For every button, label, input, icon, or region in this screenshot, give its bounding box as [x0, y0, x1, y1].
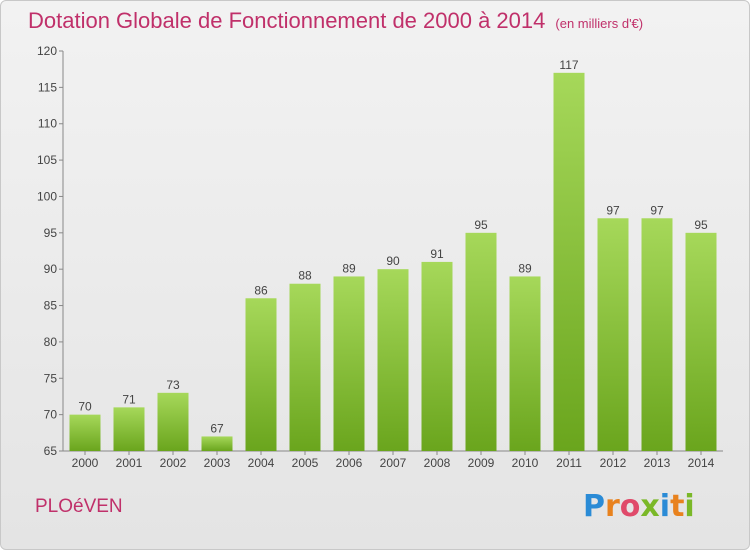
- value-label-2007: 90: [386, 254, 400, 268]
- y-tick-label: 80: [44, 335, 58, 349]
- x-tick-label-2005: 2005: [292, 456, 319, 470]
- bar-2001: [113, 407, 145, 451]
- value-label-2003: 67: [210, 421, 224, 435]
- logo-letter: r: [605, 489, 620, 524]
- x-tick-label-2012: 2012: [600, 456, 627, 470]
- x-tick-label-2010: 2010: [512, 456, 539, 470]
- bar-2009: [465, 232, 497, 451]
- logo-letter: t: [670, 489, 685, 524]
- y-tick-label: 115: [38, 80, 57, 94]
- x-tick-label-2013: 2013: [644, 456, 671, 470]
- value-label-2005: 88: [298, 269, 312, 283]
- x-tick-label-2009: 2009: [468, 456, 495, 470]
- bar-2003: [201, 436, 233, 451]
- commune-name: PLOéVEN: [35, 496, 123, 517]
- value-label-2002: 73: [166, 378, 180, 392]
- x-tick-label-2008: 2008: [424, 456, 451, 470]
- bar-2005: [289, 283, 321, 451]
- y-tick-label: 100: [37, 189, 57, 203]
- y-tick-label: 110: [38, 117, 57, 131]
- value-label-2014: 95: [694, 218, 708, 232]
- y-tick-label: 120: [37, 44, 57, 58]
- bar-2013: [641, 218, 673, 451]
- bar-2010: [509, 276, 541, 451]
- x-tick-label-2014: 2014: [688, 456, 715, 470]
- bar-2007: [377, 269, 409, 451]
- y-tick-label: 70: [44, 408, 58, 422]
- bar-2012: [597, 218, 629, 451]
- y-tick-label: 90: [44, 262, 58, 276]
- chart-title: Dotation Globale de Fonctionnement de 20…: [28, 8, 643, 34]
- bar-2006: [333, 276, 365, 451]
- value-label-2012: 97: [606, 203, 620, 217]
- value-label-2000: 70: [78, 400, 92, 414]
- x-tick-label-2003: 2003: [204, 456, 231, 470]
- x-tick-label-2006: 2006: [336, 456, 363, 470]
- bar-2000: [69, 414, 101, 451]
- logo-letter: o: [619, 489, 641, 524]
- y-tick-label: 105: [37, 153, 57, 167]
- value-label-2008: 91: [430, 247, 444, 261]
- x-tick-label-2004: 2004: [248, 456, 275, 470]
- bar-2008: [421, 261, 453, 451]
- y-tick-label: 65: [44, 444, 58, 458]
- value-label-2009: 95: [474, 218, 488, 232]
- value-label-2013: 97: [650, 203, 664, 217]
- logo-letter: i: [659, 489, 671, 524]
- x-tick-label-2000: 2000: [72, 456, 99, 470]
- logo-letter: P: [583, 489, 605, 524]
- logo-letter: x: [640, 489, 660, 524]
- value-label-2001: 71: [122, 392, 136, 406]
- value-label-2010: 89: [518, 261, 532, 275]
- x-tick-label-2002: 2002: [160, 456, 187, 470]
- value-label-2004: 86: [254, 283, 268, 297]
- bar-2014: [685, 232, 717, 451]
- proxiti-logo: Proxiti: [583, 489, 695, 524]
- bar-2002: [157, 392, 189, 451]
- chart-subtitle: (en milliers d'€): [555, 16, 644, 31]
- y-tick-label: 95: [44, 226, 58, 240]
- x-tick-label-2007: 2007: [380, 456, 407, 470]
- value-label-2011: 117: [559, 58, 578, 72]
- logo-letter: i: [684, 489, 695, 524]
- bar-2004: [245, 298, 277, 451]
- x-tick-label-2001: 2001: [116, 456, 143, 470]
- y-tick-label: 75: [44, 371, 58, 385]
- x-tick-label-2011: 2011: [556, 456, 582, 470]
- bar-2011: [553, 72, 585, 452]
- value-label-2006: 89: [342, 261, 356, 275]
- chart-title-text: Dotation Globale de Fonctionnement de 20…: [28, 8, 546, 33]
- y-tick-label: 85: [44, 299, 58, 313]
